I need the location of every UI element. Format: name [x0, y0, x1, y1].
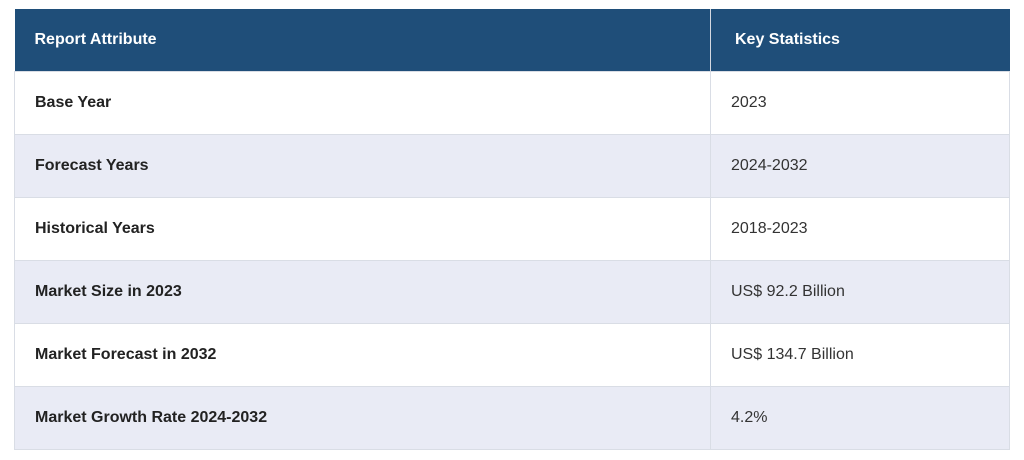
report-table-container: Report Attribute Key Statistics Base Yea… — [14, 9, 1010, 450]
row-value-historical-years: 2018-2023 — [710, 197, 1010, 261]
table-row: Market Growth Rate 2024-2032 4.2% — [14, 386, 1010, 450]
row-value-forecast-years: 2024-2032 — [710, 134, 1010, 198]
row-attribute-market-size: Market Size in 2023 — [14, 260, 711, 324]
row-value-market-size: US$ 92.2 Billion — [710, 260, 1010, 324]
table-row: Market Size in 2023 US$ 92.2 Billion — [14, 260, 1010, 324]
row-value-growth-rate: 4.2% — [710, 386, 1010, 450]
table-row: Historical Years 2018-2023 — [14, 197, 1010, 261]
report-attributes-table: Report Attribute Key Statistics Base Yea… — [14, 9, 1010, 450]
row-value-base-year: 2023 — [710, 71, 1010, 135]
table-row: Base Year 2023 — [14, 71, 1010, 135]
header-report-attribute: Report Attribute — [14, 9, 711, 72]
table-header-row: Report Attribute Key Statistics — [14, 9, 1010, 72]
row-attribute-historical-years: Historical Years — [14, 197, 711, 261]
row-attribute-forecast-years: Forecast Years — [14, 134, 711, 198]
row-attribute-market-forecast: Market Forecast in 2032 — [14, 323, 711, 387]
row-value-market-forecast: US$ 134.7 Billion — [710, 323, 1010, 387]
table-row: Market Forecast in 2032 US$ 134.7 Billio… — [14, 323, 1010, 387]
header-key-statistics: Key Statistics — [710, 9, 1010, 72]
row-attribute-base-year: Base Year — [14, 71, 711, 135]
row-attribute-growth-rate: Market Growth Rate 2024-2032 — [14, 386, 711, 450]
table-row: Forecast Years 2024-2032 — [14, 134, 1010, 198]
